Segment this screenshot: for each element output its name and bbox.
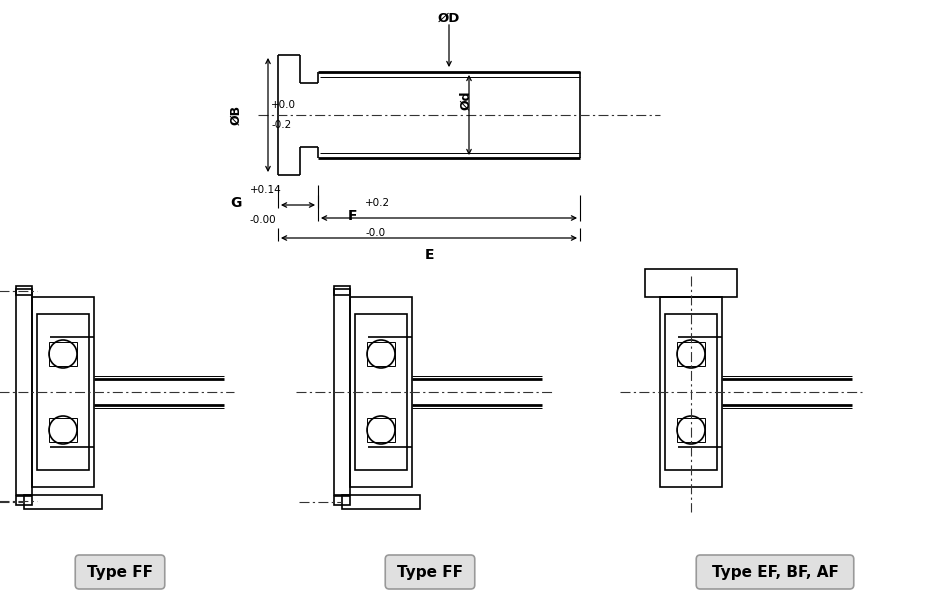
Text: Type EF, BF, AF: Type EF, BF, AF — [712, 565, 838, 580]
Bar — [24, 495, 102, 509]
Text: Ød: Ød — [460, 90, 473, 110]
Bar — [16, 496, 32, 505]
Text: +0.0: +0.0 — [271, 100, 296, 110]
Bar — [37, 314, 89, 470]
FancyBboxPatch shape — [697, 555, 854, 589]
Bar — [334, 289, 350, 495]
Text: -0.0: -0.0 — [365, 228, 385, 238]
Text: ØB: ØB — [229, 105, 243, 125]
Bar — [49, 342, 77, 366]
Bar — [334, 496, 350, 505]
Bar — [677, 342, 705, 366]
Bar — [32, 297, 94, 487]
Bar — [660, 297, 722, 487]
Bar — [367, 418, 395, 442]
Text: ØD: ØD — [438, 12, 461, 25]
Bar — [16, 286, 32, 295]
Text: F: F — [348, 209, 357, 223]
Bar — [350, 297, 412, 487]
Bar — [645, 269, 737, 297]
Bar — [355, 314, 407, 470]
Text: G: G — [230, 196, 242, 210]
Text: Type FF: Type FF — [397, 565, 463, 580]
Bar — [16, 289, 32, 495]
Bar — [49, 418, 77, 442]
FancyBboxPatch shape — [385, 555, 475, 589]
Text: -0.00: -0.00 — [250, 215, 276, 225]
Bar — [665, 314, 717, 470]
Bar — [367, 342, 395, 366]
Bar — [334, 286, 350, 295]
FancyBboxPatch shape — [75, 555, 164, 589]
Bar — [677, 418, 705, 442]
Bar — [342, 495, 420, 509]
Text: -0.2: -0.2 — [271, 120, 291, 130]
Text: Type FF: Type FF — [87, 565, 153, 580]
Text: E: E — [424, 248, 433, 262]
Text: +0.14: +0.14 — [250, 185, 282, 195]
Text: +0.2: +0.2 — [365, 198, 390, 208]
